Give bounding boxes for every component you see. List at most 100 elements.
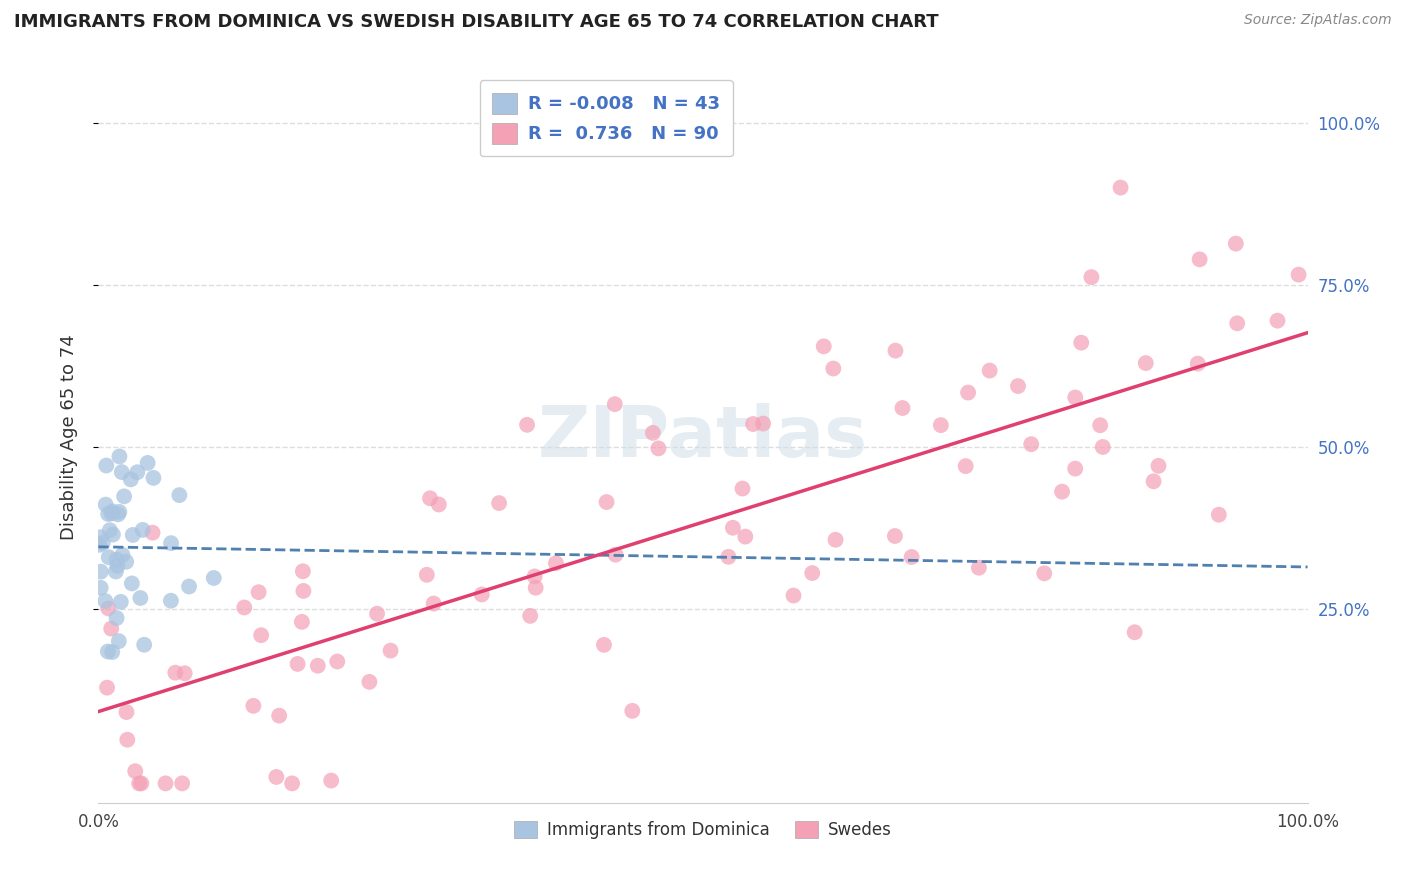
Point [112,489,135,503]
Point [89,530,111,544]
Point [136,456,159,470]
Point [281,776,304,790]
Point [107,558,129,573]
Point [128,776,150,790]
Point [419,491,441,506]
Point [471,587,494,601]
Point [307,658,329,673]
Text: Source: ZipAtlas.com: Source: ZipAtlas.com [1244,13,1392,28]
Point [97,601,120,615]
Point [593,638,616,652]
Point [121,528,143,542]
Point [100,507,122,521]
Point [108,450,131,464]
Point [519,608,541,623]
Point [734,530,756,544]
Point [100,622,122,636]
Point [605,548,627,562]
Point [1226,316,1249,330]
Point [801,566,824,580]
Point [823,361,845,376]
Point [641,425,664,440]
Point [90,581,112,595]
Point [96,458,118,473]
Point [979,363,1001,377]
Point [824,533,846,547]
Point [266,770,288,784]
Point [155,776,177,790]
Point [247,585,270,599]
Point [742,417,765,431]
Text: ZIPatlas: ZIPatlas [538,402,868,472]
Point [524,581,547,595]
Point [117,732,139,747]
Point [121,576,143,591]
Point [105,552,128,566]
Point [131,776,153,790]
Point [900,549,922,564]
Point [1070,335,1092,350]
Point [127,465,149,479]
Point [124,764,146,779]
Point [120,472,142,486]
Point [101,504,124,518]
Point [107,508,129,522]
Point [967,560,990,574]
Point [242,698,264,713]
Point [731,482,754,496]
Point [957,385,980,400]
Point [1123,625,1146,640]
Point [721,521,744,535]
Point [141,525,163,540]
Point [1019,437,1042,451]
Point [380,643,402,657]
Point [111,548,134,562]
Point [1064,461,1087,475]
Point [595,495,617,509]
Point [90,565,112,579]
Point [1080,270,1102,285]
Point [108,505,131,519]
Point [233,600,256,615]
Point [1050,484,1073,499]
Point [884,529,907,543]
Point [1188,252,1211,267]
Point [111,465,134,479]
Point [101,527,124,541]
Point [884,343,907,358]
Point [1088,418,1111,433]
Point [1064,391,1087,405]
Point [89,538,111,552]
Point [173,666,195,681]
Point [488,496,510,510]
Point [97,644,120,658]
Point [422,597,444,611]
Y-axis label: Disability Age 65 to 74: Disability Age 65 to 74 [59,334,77,540]
Point [96,681,118,695]
Point [1109,180,1132,194]
Point [97,507,120,521]
Point [366,607,388,621]
Point [110,595,132,609]
Point [955,459,977,474]
Point [291,615,314,629]
Point [929,418,952,433]
Point [1007,379,1029,393]
Point [250,628,273,642]
Point [1208,508,1230,522]
Point [291,564,314,578]
Point [131,523,153,537]
Point [752,417,775,431]
Point [603,397,626,411]
Text: IMMIGRANTS FROM DOMINICA VS SWEDISH DISABILITY AGE 65 TO 74 CORRELATION CHART: IMMIGRANTS FROM DOMINICA VS SWEDISH DISA… [14,13,939,31]
Point [94,498,117,512]
Point [115,705,138,719]
Point [94,594,117,608]
Legend: Immigrants from Dominica, Swedes: Immigrants from Dominica, Swedes [508,814,898,846]
Point [1147,458,1170,473]
Point [91,536,114,550]
Point [782,589,804,603]
Point [115,555,138,569]
Point [891,401,914,415]
Point [129,591,152,605]
